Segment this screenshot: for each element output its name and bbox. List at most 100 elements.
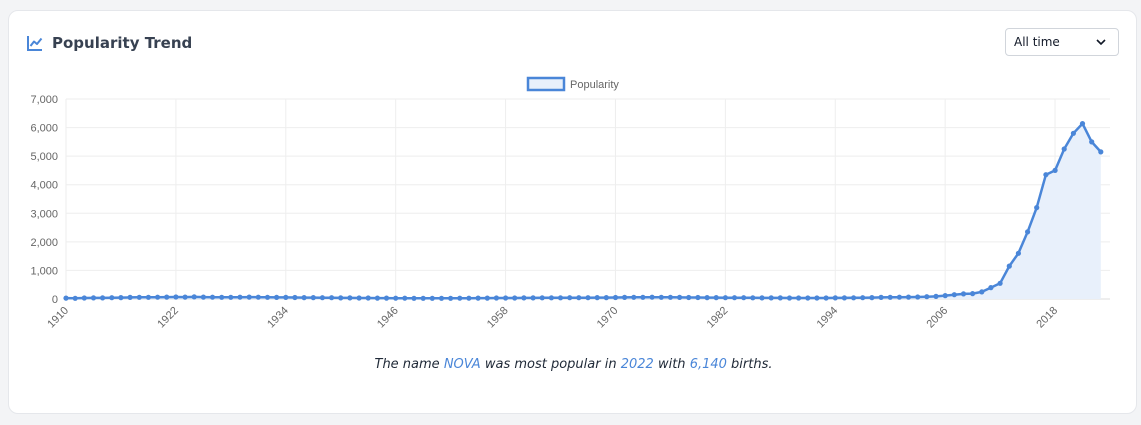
data-point[interactable] <box>658 294 664 300</box>
time-range-select[interactable]: All time <box>1005 28 1119 56</box>
data-point[interactable] <box>164 294 170 300</box>
data-point[interactable] <box>603 295 609 301</box>
data-point[interactable] <box>951 292 957 298</box>
data-point[interactable] <box>209 294 216 300</box>
data-point[interactable] <box>832 295 838 301</box>
data-point[interactable] <box>383 295 390 301</box>
data-point[interactable] <box>283 294 289 300</box>
data-point[interactable] <box>1089 139 1095 145</box>
data-point[interactable] <box>521 295 527 301</box>
data-point[interactable] <box>970 291 976 297</box>
data-point[interactable] <box>191 294 197 300</box>
data-point[interactable] <box>329 295 335 301</box>
data-point[interactable] <box>695 294 701 301</box>
data-point[interactable] <box>493 295 499 301</box>
data-point[interactable] <box>750 295 756 301</box>
data-point[interactable] <box>292 294 298 301</box>
data-point[interactable] <box>438 295 445 301</box>
data-point[interactable] <box>841 295 848 301</box>
data-point[interactable] <box>823 295 829 301</box>
data-point[interactable] <box>310 295 316 301</box>
data-point[interactable] <box>612 294 619 301</box>
data-point[interactable] <box>979 289 985 295</box>
data-point[interactable] <box>722 295 729 301</box>
data-point[interactable] <box>585 295 591 301</box>
data-point[interactable] <box>228 294 234 300</box>
data-point[interactable] <box>915 294 921 300</box>
data-point[interactable] <box>548 295 555 301</box>
data-point[interactable] <box>1070 130 1076 136</box>
data-point[interactable] <box>905 294 912 300</box>
data-point[interactable] <box>145 294 151 300</box>
data-point[interactable] <box>466 295 472 301</box>
data-point[interactable] <box>649 294 655 300</box>
data-point[interactable] <box>851 295 857 301</box>
data-point[interactable] <box>246 294 252 300</box>
data-point[interactable] <box>878 294 884 300</box>
data-point[interactable] <box>557 295 564 301</box>
data-point[interactable] <box>109 295 115 301</box>
data-point[interactable] <box>173 294 179 300</box>
data-point[interactable] <box>200 294 206 300</box>
data-point[interactable] <box>594 295 600 301</box>
data-point[interactable] <box>1025 229 1031 235</box>
data-point[interactable] <box>347 295 353 301</box>
data-point[interactable] <box>777 295 783 301</box>
data-point[interactable] <box>301 295 307 301</box>
data-point[interactable] <box>713 295 719 301</box>
data-point[interactable] <box>539 295 545 301</box>
data-point[interactable] <box>237 294 243 300</box>
chart-legend[interactable]: Popularity <box>526 76 619 92</box>
data-point[interactable] <box>457 295 463 301</box>
data-point[interactable] <box>786 295 793 301</box>
data-point[interactable] <box>100 295 106 301</box>
data-point[interactable] <box>1043 172 1049 178</box>
data-point[interactable] <box>942 293 948 299</box>
data-point[interactable] <box>731 295 738 301</box>
data-point[interactable] <box>759 295 765 301</box>
data-point[interactable] <box>622 294 628 300</box>
data-point[interactable] <box>796 295 802 301</box>
data-point[interactable] <box>503 295 509 301</box>
data-point[interactable] <box>887 294 893 300</box>
data-point[interactable] <box>667 294 674 300</box>
data-point[interactable] <box>686 294 692 301</box>
data-point[interactable] <box>869 295 875 301</box>
data-point[interactable] <box>933 293 939 299</box>
data-point[interactable] <box>90 295 97 301</box>
data-point[interactable] <box>365 295 371 301</box>
data-point[interactable] <box>768 295 774 301</box>
data-point[interactable] <box>63 295 69 301</box>
data-point[interactable] <box>411 295 417 301</box>
data-point[interactable] <box>81 295 87 301</box>
data-point[interactable] <box>118 295 124 301</box>
data-point[interactable] <box>1006 263 1012 269</box>
data-point[interactable] <box>1052 167 1058 173</box>
data-point[interactable] <box>997 280 1003 286</box>
data-point[interactable] <box>924 294 930 300</box>
data-point[interactable] <box>274 294 280 300</box>
data-point[interactable] <box>255 294 261 300</box>
data-point[interactable] <box>429 295 435 301</box>
data-point[interactable] <box>741 295 747 301</box>
data-point[interactable] <box>264 294 271 300</box>
data-point[interactable] <box>1034 205 1040 211</box>
data-point[interactable] <box>374 295 380 301</box>
data-point[interactable] <box>420 295 426 301</box>
data-point[interactable] <box>1098 149 1104 155</box>
data-point[interactable] <box>1061 146 1067 152</box>
data-point[interactable] <box>860 295 866 301</box>
data-point[interactable] <box>576 295 582 301</box>
data-point[interactable] <box>475 295 481 301</box>
data-point[interactable] <box>631 294 637 300</box>
data-point[interactable] <box>512 295 518 301</box>
data-point[interactable] <box>402 295 408 301</box>
data-point[interactable] <box>1015 250 1022 256</box>
data-point[interactable] <box>155 294 161 300</box>
data-point[interactable] <box>319 295 325 301</box>
data-point[interactable] <box>640 294 646 300</box>
data-point[interactable] <box>338 295 344 301</box>
data-point[interactable] <box>896 294 903 300</box>
data-point[interactable] <box>356 295 362 301</box>
data-point[interactable] <box>530 295 536 301</box>
